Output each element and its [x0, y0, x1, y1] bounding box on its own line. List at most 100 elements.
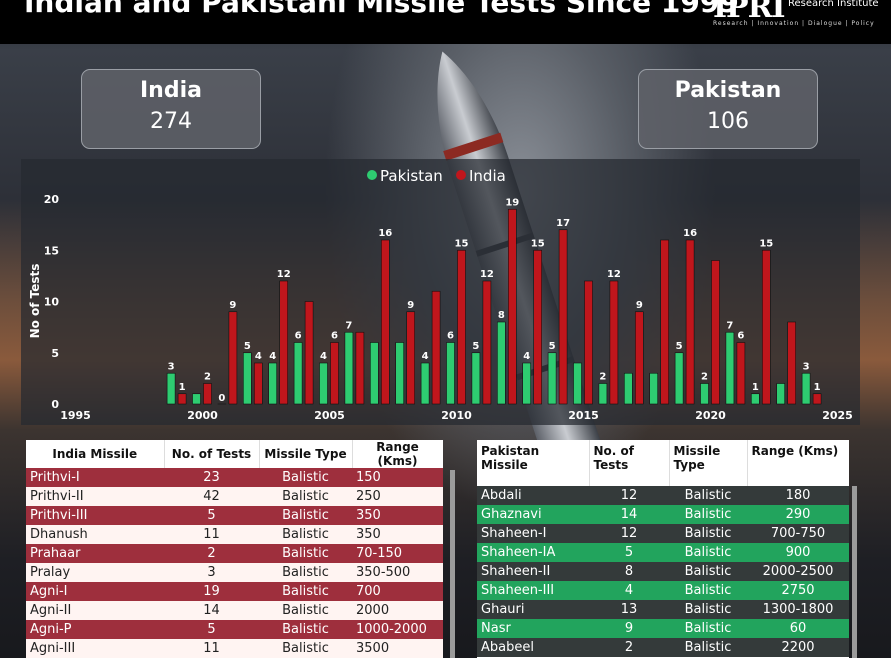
table-row[interactable]: Agni-II 14 Balistic 2000: [26, 601, 443, 620]
india-table-cell: Dhanush: [26, 525, 164, 544]
bar-pakistan-2000: [192, 393, 201, 405]
x-tick-label: 2025: [822, 409, 853, 422]
y-axis-label: No of Tests: [28, 264, 42, 339]
table-row[interactable]: Prithvi-III 5 Balistic 350: [26, 506, 443, 525]
data-label-pakistan: 5: [472, 341, 479, 352]
bar-pakistan-1999: [166, 372, 176, 405]
india-table-header-3[interactable]: Range (Kms): [352, 440, 443, 468]
bar-pakistan-2022: [750, 393, 760, 405]
india-table-cell: Pralay: [26, 563, 164, 582]
india-table-cell: 250: [352, 487, 443, 506]
bar-india-2015: [584, 280, 593, 405]
pakistan-table-cell: 1300-1800: [747, 600, 849, 619]
pakistan-table-scrollbar[interactable]: [852, 486, 857, 658]
table-row[interactable]: Nasr 9 Balistic 60: [477, 619, 849, 638]
table-row[interactable]: Prithvi-I 23 Balistic 150: [26, 468, 443, 487]
table-row[interactable]: Abdali 12 Balistic 180: [477, 486, 849, 505]
india-card-label: India: [140, 78, 202, 103]
india-table-header-0[interactable]: India Missile: [26, 440, 165, 468]
pakistan-table-cell: Shaheen-IA: [477, 543, 589, 562]
bar-pakistan-2016: [598, 383, 608, 405]
india-table-header-2[interactable]: Missile Type: [259, 440, 353, 468]
india-table-cell: 42: [164, 487, 259, 506]
data-label-india: 15: [759, 238, 773, 249]
y-tick-label: 10: [44, 296, 60, 309]
india-table-cell: 5: [164, 620, 259, 639]
table-row[interactable]: Agni-I 19 Balistic 700: [26, 582, 443, 601]
pakistan-table-header-1[interactable]: No. of Tests: [589, 440, 670, 486]
bar-pakistan-2013: [522, 362, 532, 405]
pakistan-table-cell: 60: [747, 619, 849, 638]
india-table-cell: Balistic: [259, 506, 352, 525]
data-label-pakistan: 8: [498, 310, 505, 321]
bar-pakistan-2004: [293, 342, 303, 405]
table-row[interactable]: Ghaznavi 14 Balistic 290: [477, 505, 849, 524]
india-missile-table: India Missile No. of Tests Missile Type Ran…: [26, 440, 443, 658]
table-row[interactable]: Shaheen-III 4 Balistic 2750: [477, 581, 849, 600]
india-table-cell: 1000-2000: [352, 620, 443, 639]
pakistan-table-header-0[interactable]: Pakistan Missile: [477, 440, 590, 486]
data-label-india: 6: [737, 331, 744, 342]
table-row[interactable]: Prithvi-II 42 Balistic 250: [26, 487, 443, 506]
bar-india-2011: [482, 280, 492, 405]
table-row[interactable]: Dhanush 11 Balistic 350: [26, 525, 443, 544]
pakistan-table-cell: Abdali: [477, 486, 589, 505]
table-row[interactable]: Agni-III 11 Balistic 3500: [26, 639, 443, 658]
bar-india-2013: [533, 249, 543, 405]
bar-india-2003: [279, 280, 289, 405]
bar-india-2014: [558, 229, 568, 405]
india-table-cell: Balistic: [259, 582, 352, 601]
data-label-india: 9: [407, 300, 414, 311]
data-label-india: 2: [204, 372, 211, 383]
y-tick-label: 5: [51, 347, 59, 360]
table-row[interactable]: Ghauri 13 Balistic 1300-1800: [477, 600, 849, 619]
pakistan-table-header-3[interactable]: Range (Kms): [747, 440, 849, 486]
india-table-cell: 11: [164, 639, 259, 658]
table-row[interactable]: Prahaar 2 Balistic 70-150: [26, 544, 443, 563]
data-label-pakistan: 3: [168, 361, 175, 372]
data-label-india: 17: [556, 218, 570, 229]
bar-pakistan-2007: [369, 342, 379, 405]
table-row[interactable]: Shaheen-II 8 Balistic 2000-2500: [477, 562, 849, 581]
india-table-cell: 70-150: [352, 544, 443, 563]
data-label-pakistan: 5: [549, 341, 556, 352]
data-label-pakistan: 5: [676, 341, 683, 352]
bar-pakistan-2003: [268, 362, 277, 405]
bar-pakistan-2014: [547, 352, 557, 405]
legend-label-india: India: [469, 167, 506, 185]
table-row[interactable]: Agni-P 5 Balistic 1000-2000: [26, 620, 443, 639]
table-row[interactable]: Shaheen-IA 5 Balistic 900: [477, 543, 849, 562]
pakistan-card-label: Pakistan: [674, 78, 782, 103]
pakistan-table-cell: 180: [747, 486, 849, 505]
y-tick-label: 15: [44, 244, 59, 257]
x-tick-label: 2005: [314, 409, 345, 422]
data-label-india: 12: [480, 269, 494, 280]
india-table-cell: Agni-III: [26, 639, 164, 658]
india-table-cell: Balistic: [259, 620, 352, 639]
bar-india-2024: [812, 393, 822, 405]
data-label-pakistan: 3: [803, 361, 810, 372]
bar-pakistan-2005: [319, 362, 328, 405]
data-label-india: 1: [814, 382, 821, 393]
x-tick-label: 2010: [441, 409, 472, 422]
bar-pakistan-2008: [395, 342, 405, 405]
table-row[interactable]: Shaheen-I 12 Balistic 700-750: [477, 524, 849, 543]
india-table-scrollbar[interactable]: [450, 470, 455, 658]
bar-pakistan-2011: [471, 352, 481, 405]
y-tick-label: 20: [44, 193, 60, 206]
pakistan-table-cell: 2: [589, 638, 669, 657]
bar-pakistan-2021: [725, 331, 735, 405]
bar-pakistan-2019: [674, 352, 684, 405]
india-table-header-1[interactable]: No. of Tests: [164, 440, 260, 468]
pakistan-table-cell: Ababeel: [477, 638, 589, 657]
bar-india-2018: [660, 239, 670, 405]
missile-tests-chart: Pakistan India No of Tests 0 5 10 15 20 1995 2000…: [21, 159, 860, 425]
table-row[interactable]: Pralay 3 Balistic 350-500: [26, 563, 443, 582]
x-tick-label: 1995: [60, 409, 91, 422]
pakistan-table-cell: Balistic: [669, 581, 747, 600]
pakistan-table-header-2[interactable]: Missile Type: [669, 440, 748, 486]
table-row[interactable]: Ababeel 2 Balistic 2200: [477, 638, 849, 657]
bar-india-2012: [507, 208, 517, 405]
pakistan-table-cell: Shaheen-III: [477, 581, 589, 600]
pakistan-table-cell: 5: [589, 543, 669, 562]
